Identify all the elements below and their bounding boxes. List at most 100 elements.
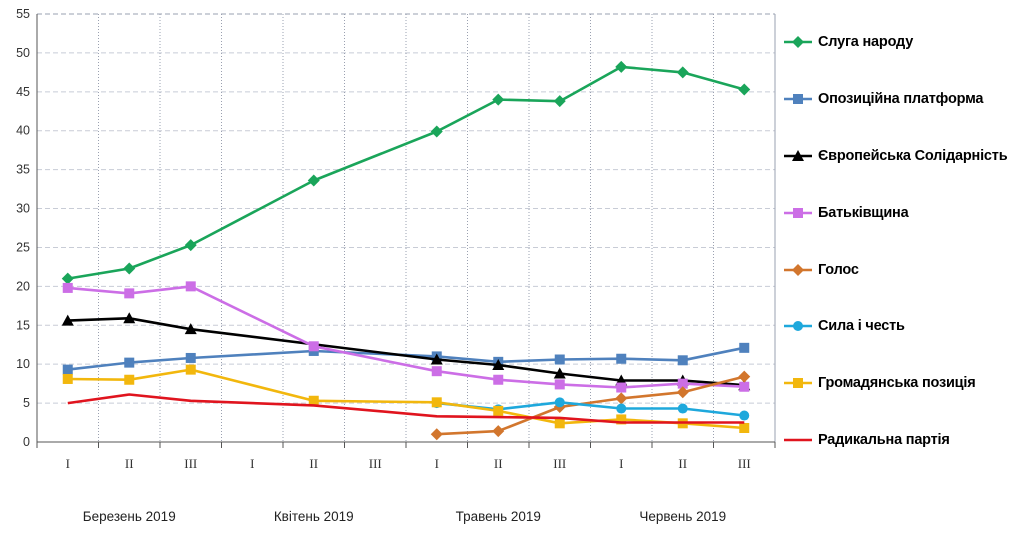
y-tick-label: 5 (23, 396, 30, 410)
y-tick-label: 50 (16, 46, 30, 60)
square-marker (185, 281, 196, 292)
y-tick-label: 40 (16, 124, 30, 138)
diamond-marker (792, 263, 804, 276)
legend-label: Сила і честь (818, 318, 905, 335)
legend-label: Радикальна партія (818, 431, 950, 448)
square-marker (739, 342, 750, 353)
legend-item: Громадянська позиція (782, 355, 1022, 412)
triangle-marker (792, 149, 804, 161)
circle-marker (739, 410, 750, 421)
legend-swatch (784, 321, 812, 332)
square-marker (616, 353, 627, 364)
series-line (67, 285, 745, 389)
y-tick-label: 55 (16, 7, 30, 21)
diamond-marker (184, 239, 197, 252)
x-tick-label: I (66, 456, 70, 471)
triangle-marker (184, 323, 197, 335)
y-tick-label: 15 (16, 318, 30, 332)
circle-marker (554, 397, 565, 408)
diamond-marker (123, 262, 136, 275)
series-line (67, 346, 745, 371)
y-tick-label: 10 (16, 357, 30, 371)
diamond-marker (492, 93, 505, 106)
series-line (436, 375, 745, 436)
square-marker (62, 364, 73, 375)
y-tick-label: 20 (16, 279, 30, 293)
diamond-marker (676, 386, 689, 399)
x-tick-label: I (250, 456, 254, 471)
triangle-marker (553, 367, 566, 379)
series-5 (430, 370, 751, 441)
square-marker (431, 366, 442, 377)
diamond-marker (553, 95, 566, 108)
legend-swatch (784, 207, 812, 218)
x-tick-label: III (369, 456, 382, 471)
y-tick-label: 30 (16, 202, 30, 216)
y-tick-label: 45 (16, 85, 30, 99)
legend-swatch (784, 36, 812, 49)
diamond-marker (430, 428, 443, 441)
legend-item: Опозиційна платформа (782, 71, 1022, 128)
square-marker (493, 374, 504, 385)
diamond-marker (792, 36, 804, 49)
square-marker (677, 378, 688, 389)
legend-swatch (784, 263, 812, 276)
diamond-marker (738, 83, 751, 96)
y-tick-label: 25 (16, 240, 30, 254)
series-4 (62, 281, 750, 393)
legend: Слуга народу Опозиційна платформа Європейс… (782, 14, 1022, 468)
square-marker (739, 422, 750, 433)
square-marker (62, 282, 73, 293)
y-tick-label: 35 (16, 163, 30, 177)
x-tick-label: II (678, 456, 687, 471)
month-label: Червень 2019 (639, 509, 726, 524)
legend-swatch (784, 94, 812, 105)
x-tick-label: II (125, 456, 134, 471)
square-marker (62, 373, 73, 384)
circle-marker (677, 403, 688, 414)
square-marker (185, 352, 196, 363)
legend-swatch (784, 149, 812, 161)
x-tick-label: III (553, 456, 566, 471)
x-tick-label: I (619, 456, 623, 471)
series-line (67, 316, 745, 387)
square-marker (124, 374, 135, 385)
square-marker (616, 382, 627, 393)
legend-item: Європейська Солідарність (782, 128, 1022, 185)
legend-item: Слуга народу (782, 14, 1022, 71)
circle-marker (616, 403, 627, 414)
diamond-marker (492, 425, 505, 438)
legend-item: Радикальна партія (782, 412, 1022, 469)
y-tick-label: 0 (23, 435, 30, 449)
legend-item: Батьківщина (782, 184, 1022, 241)
triangle-marker (61, 314, 74, 326)
series-8 (67, 393, 745, 424)
diamond-marker (430, 125, 443, 138)
legend-item: Сила і честь (782, 298, 1022, 355)
diamond-marker (307, 174, 320, 187)
series-1 (61, 60, 751, 285)
circle-marker (793, 321, 803, 332)
square-marker (677, 355, 688, 366)
legend-label: Громадянська позиція (818, 375, 976, 392)
square-marker (308, 395, 319, 406)
square-marker (793, 94, 803, 105)
square-marker (124, 357, 135, 368)
square-marker (431, 397, 442, 408)
legend-item: Голос (782, 241, 1022, 298)
square-marker (554, 379, 565, 390)
x-tick-label: III (738, 456, 751, 471)
diamond-marker (738, 370, 751, 383)
legend-label: Опозиційна платформа (818, 91, 984, 108)
diamond-marker (615, 392, 628, 405)
legend-swatch (784, 438, 812, 442)
square-marker (616, 414, 627, 425)
x-tick-label: III (184, 456, 197, 471)
square-marker (124, 288, 135, 299)
x-tick-label: II (494, 456, 503, 471)
square-marker (739, 381, 750, 392)
series (61, 60, 751, 441)
triangle-marker (123, 312, 136, 324)
square-marker (793, 207, 803, 218)
square-marker (554, 418, 565, 429)
